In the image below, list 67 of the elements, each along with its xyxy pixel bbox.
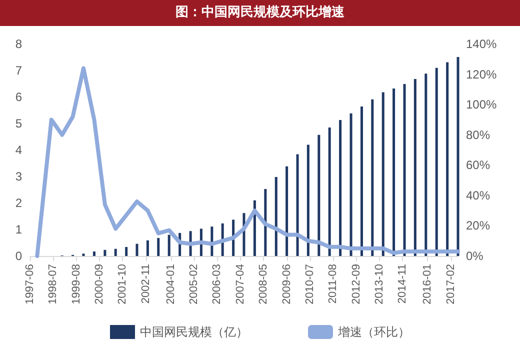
y2-tick-label: 20%	[466, 218, 490, 233]
x-tick-label: 2006-03	[211, 264, 224, 304]
chart-title: 图：中国网民规模及环比增速	[0, 0, 520, 26]
bar	[296, 154, 299, 256]
y2-tick-label: 100%	[466, 98, 498, 112]
bar	[414, 78, 416, 256]
x-tick-label: 2010-07	[304, 264, 316, 304]
bar	[371, 99, 374, 256]
x-tick-label: 2009-06	[280, 264, 293, 304]
y-tick-label: 2	[15, 196, 22, 210]
bar	[435, 68, 438, 256]
bar	[286, 166, 288, 256]
bar	[446, 62, 449, 256]
bar	[114, 248, 117, 256]
bar	[318, 134, 320, 256]
bar	[403, 84, 406, 256]
bar	[424, 74, 428, 256]
bar	[136, 244, 138, 256]
x-tick-label: 1999-08	[70, 264, 82, 304]
bar	[168, 234, 170, 256]
y2-tick-label: 0%	[466, 249, 484, 263]
x-tick-label: 2017-02	[444, 264, 457, 304]
x-tick-label: 1998-07	[47, 264, 60, 304]
bar	[350, 113, 352, 256]
x-tick-label: 2001-10	[116, 264, 129, 304]
x-tick-label: 2002-11	[140, 264, 152, 304]
bar	[146, 240, 149, 256]
line-series	[35, 66, 460, 258]
x-tick-label: 2007-04	[234, 264, 246, 304]
y2-tick-label: 40%	[466, 188, 490, 202]
y-tick-label: 7	[15, 64, 22, 78]
y2-tick-label: 140%	[466, 37, 498, 51]
y-tick-label: 0	[15, 249, 22, 263]
bar	[157, 238, 160, 256]
y2-tick-label: 120%	[466, 67, 498, 82]
bar	[264, 188, 267, 256]
x-tick-label: 2004-01	[164, 264, 177, 304]
x-tick-label: 2012-09	[350, 264, 362, 304]
x-tick-label: 2005-02	[188, 264, 200, 304]
bar	[360, 106, 363, 256]
x-tick-label: 2000-09	[94, 264, 106, 304]
x-tick-label: 2014-11	[396, 264, 409, 304]
y2-tick-label: 80%	[466, 128, 490, 142]
bar	[125, 246, 128, 256]
y2-tick-label: 60%	[466, 158, 490, 172]
bar	[382, 92, 384, 256]
y-tick-label: 1	[15, 222, 22, 236]
bar	[328, 127, 331, 256]
bar	[92, 251, 96, 256]
x-tick-label: 2011-08	[327, 264, 340, 304]
x-tick-label: 2016-01	[422, 264, 434, 304]
legend-label: 中国网民规模（亿）	[140, 325, 248, 339]
y-tick-label: 3	[15, 170, 22, 184]
bar	[274, 177, 278, 256]
legend-label: 增速（环比）	[337, 325, 410, 339]
y-tick-label: 8	[15, 37, 22, 51]
bar	[104, 250, 106, 256]
y-tick-label: 6	[15, 90, 22, 104]
x-tick-label: 1997-06	[24, 264, 36, 304]
y-tick-label: 4	[15, 143, 22, 157]
x-tick-label: 2008-05	[258, 264, 270, 304]
x-tick-label: 2013-10	[374, 264, 386, 304]
bar	[456, 56, 460, 256]
bar	[306, 144, 310, 256]
y-tick-label: 5	[15, 116, 22, 130]
bar	[339, 120, 342, 256]
bar	[392, 88, 396, 256]
